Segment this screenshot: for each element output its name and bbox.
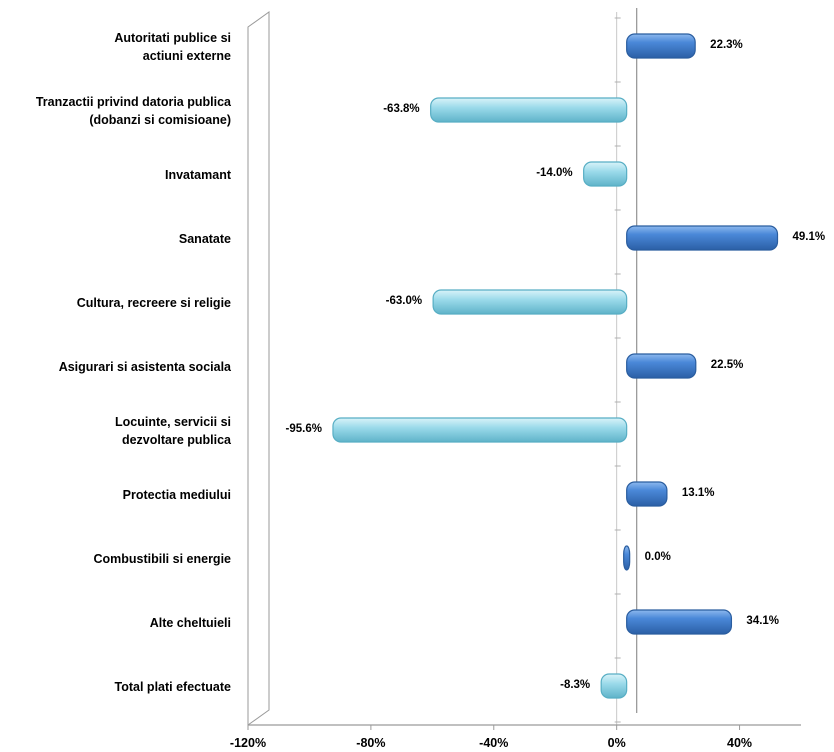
data-label: 22.3% [710, 39, 743, 51]
left-wall-panel [247, 11, 270, 726]
chart-axes: -120% -80% -40% 0% 40% [230, 8, 801, 750]
bar [626, 33, 696, 59]
category-label: Cultura, recreere si religie [77, 296, 231, 310]
category-label-line: Cultura, recreere si religie [77, 296, 231, 310]
category-label-line: Tranzactii privind datoria publica [36, 95, 232, 109]
bar [626, 353, 697, 379]
bar [626, 609, 733, 635]
data-label: 34.1% [746, 615, 779, 627]
value-axis-tick-label: -120% [230, 736, 266, 750]
category-label: Invatamant [165, 168, 232, 182]
category-label: Autoritati publice si actiuni externe [114, 31, 231, 63]
category-label-line: actiuni externe [143, 49, 231, 63]
category-label-line: (dobanzi si comisioane) [89, 113, 231, 127]
category-label-line: Protectia mediului [123, 488, 231, 502]
category-label: Sanatate [179, 232, 231, 246]
value-axis-tick-label: 0% [608, 736, 626, 750]
data-label: -63.8% [383, 103, 419, 115]
data-label: -8.3% [560, 679, 590, 691]
category-label-line: Locuinte, servicii si [115, 415, 231, 429]
chart-back-wall [247, 11, 270, 726]
bar [430, 97, 628, 123]
value-axis-tick-label: -40% [479, 736, 508, 750]
category-label: Protectia mediului [123, 488, 231, 502]
data-label: 22.5% [711, 359, 744, 371]
category-label-line: Alte cheltuieli [150, 616, 231, 630]
category-label-line: Invatamant [165, 168, 232, 182]
bar [583, 161, 628, 187]
category-label-line: Sanatate [179, 232, 231, 246]
bar [332, 417, 628, 443]
data-label: 13.1% [682, 487, 715, 499]
value-axis-tick-label: 40% [727, 736, 752, 750]
category-label: Total plati efectuate [115, 680, 232, 694]
data-label: -63.0% [386, 295, 422, 307]
bar [626, 481, 668, 507]
category-label-line: Combustibili si energie [93, 552, 231, 566]
value-axis-tick-label: -80% [356, 736, 385, 750]
category-label-line: Autoritati publice si [114, 31, 231, 45]
category-label-line: dezvoltare publica [122, 433, 232, 447]
data-label: -14.0% [536, 167, 572, 179]
data-label: 0.0% [645, 551, 671, 563]
category-label: Combustibili si energie [93, 552, 231, 566]
category-label: Locuinte, servicii si dezvoltare publica [115, 415, 232, 447]
data-label: 49.1% [793, 231, 826, 243]
bar [626, 225, 779, 251]
chart-labels: 22.3% Autoritati publice si actiuni extern… [36, 31, 825, 694]
category-label-line: Total plati efectuate [115, 680, 232, 694]
data-label: -95.6% [286, 423, 322, 435]
category-label: Alte cheltuieli [150, 616, 231, 630]
bar [432, 289, 628, 315]
category-label: Tranzactii privind datoria publica (doban… [36, 95, 232, 127]
bar [600, 673, 628, 699]
category-label: Asigurari si asistenta sociala [59, 360, 232, 374]
bar-series [332, 33, 779, 699]
bar [623, 545, 631, 571]
category-label-line: Asigurari si asistenta sociala [59, 360, 232, 374]
